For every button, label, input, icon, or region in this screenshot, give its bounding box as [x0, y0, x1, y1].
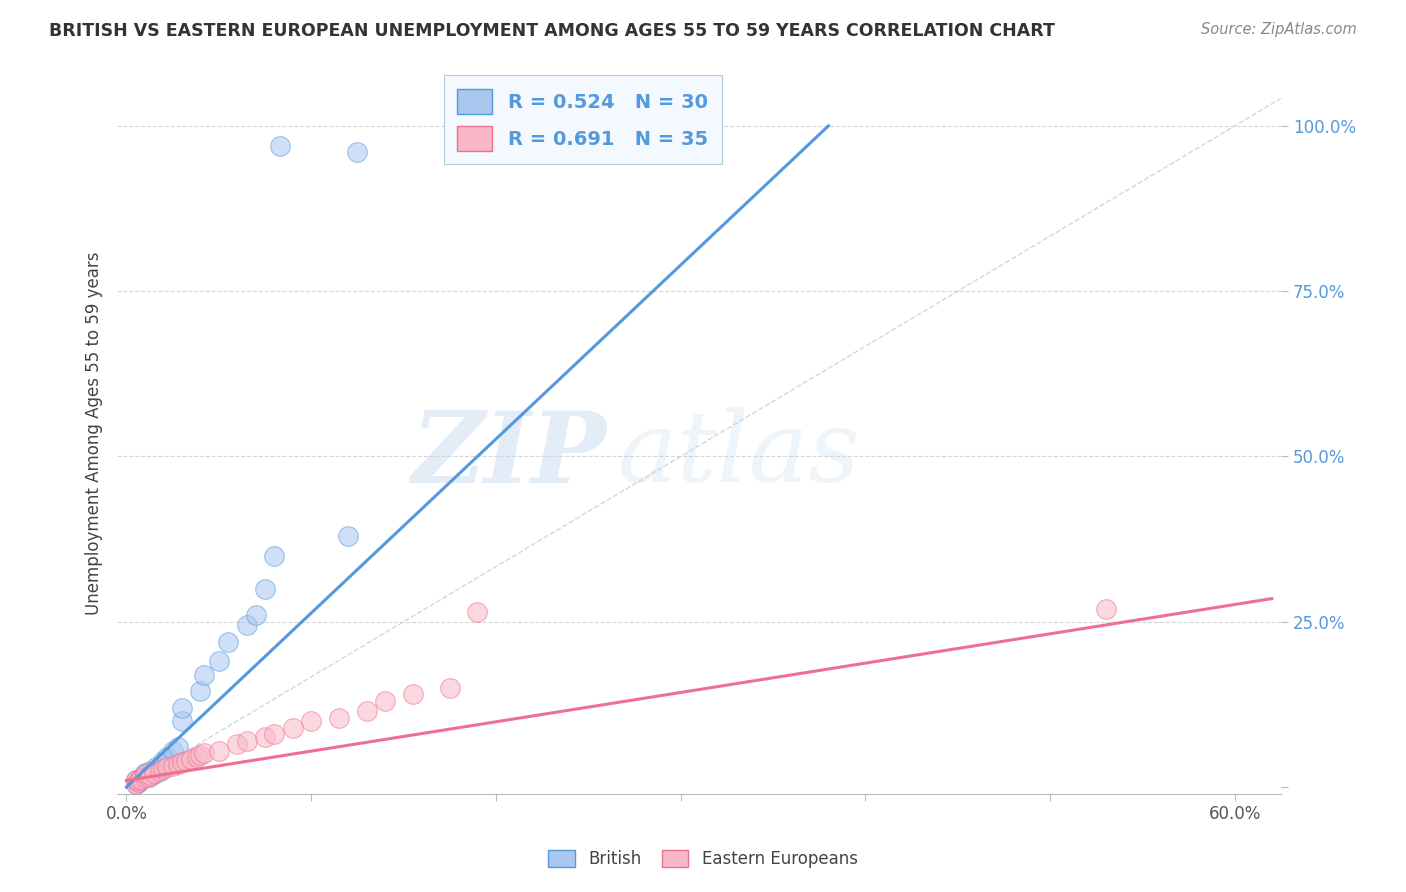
Point: [174, 754, 197, 768]
Point: [132, 770, 155, 784]
Point: [328, 711, 350, 725]
Point: [346, 145, 368, 160]
Point: [188, 684, 211, 698]
Point: [162, 759, 184, 773]
Point: [134, 765, 156, 780]
Point: [253, 731, 276, 745]
Point: [152, 754, 174, 768]
Point: [402, 688, 425, 702]
Point: [145, 760, 167, 774]
Legend: British, Eastern Europeans: British, Eastern Europeans: [541, 843, 865, 875]
Point: [149, 764, 172, 778]
Text: atlas: atlas: [617, 408, 860, 502]
Point: [149, 764, 172, 778]
Point: [138, 770, 160, 784]
Point: [208, 744, 231, 758]
Point: [356, 704, 378, 718]
Point: [186, 750, 208, 764]
Point: [337, 529, 360, 543]
Text: BRITISH VS EASTERN EUROPEAN UNEMPLOYMENT AMONG AGES 55 TO 59 YEARS CORRELATION C: BRITISH VS EASTERN EUROPEAN UNEMPLOYMENT…: [49, 22, 1054, 40]
Point: [193, 746, 215, 760]
Point: [124, 777, 146, 791]
Point: [281, 721, 304, 735]
Point: [128, 774, 150, 789]
Point: [167, 740, 190, 755]
Point: [245, 608, 267, 623]
Point: [156, 750, 179, 764]
Point: [226, 737, 249, 751]
Point: [235, 733, 257, 747]
Point: [170, 755, 193, 769]
Point: [269, 138, 291, 153]
Point: [138, 770, 160, 784]
Point: [439, 681, 461, 695]
Point: [129, 772, 152, 786]
Text: ZIP: ZIP: [411, 407, 606, 503]
Y-axis label: Unemployment Among Ages 55 to 59 years: Unemployment Among Ages 55 to 59 years: [86, 252, 103, 615]
Point: [188, 748, 211, 763]
Point: [299, 714, 322, 728]
Point: [167, 756, 190, 771]
Point: [124, 773, 146, 788]
Point: [235, 618, 257, 632]
Point: [139, 768, 162, 782]
Point: [170, 700, 193, 714]
Point: [467, 605, 489, 619]
Point: [152, 762, 174, 776]
Point: [124, 777, 146, 791]
Point: [134, 768, 156, 782]
Point: [1094, 601, 1116, 615]
Point: [124, 773, 146, 788]
Point: [193, 667, 215, 681]
Point: [143, 767, 166, 781]
Point: [127, 774, 149, 789]
Point: [156, 760, 179, 774]
Point: [128, 773, 150, 788]
Legend: R = 0.524   N = 30, R = 0.691   N = 35: R = 0.524 N = 30, R = 0.691 N = 35: [444, 76, 721, 164]
Point: [263, 727, 285, 741]
Point: [162, 744, 184, 758]
Point: [152, 756, 174, 771]
Point: [143, 765, 166, 780]
Point: [217, 634, 239, 648]
Point: [170, 714, 193, 728]
Point: [139, 764, 162, 778]
Point: [129, 772, 152, 786]
Point: [263, 549, 285, 563]
Point: [134, 770, 156, 784]
Point: [374, 694, 396, 708]
Point: [180, 752, 202, 766]
Point: [253, 582, 276, 596]
Point: [134, 767, 156, 781]
Text: Source: ZipAtlas.com: Source: ZipAtlas.com: [1201, 22, 1357, 37]
Point: [208, 655, 231, 669]
